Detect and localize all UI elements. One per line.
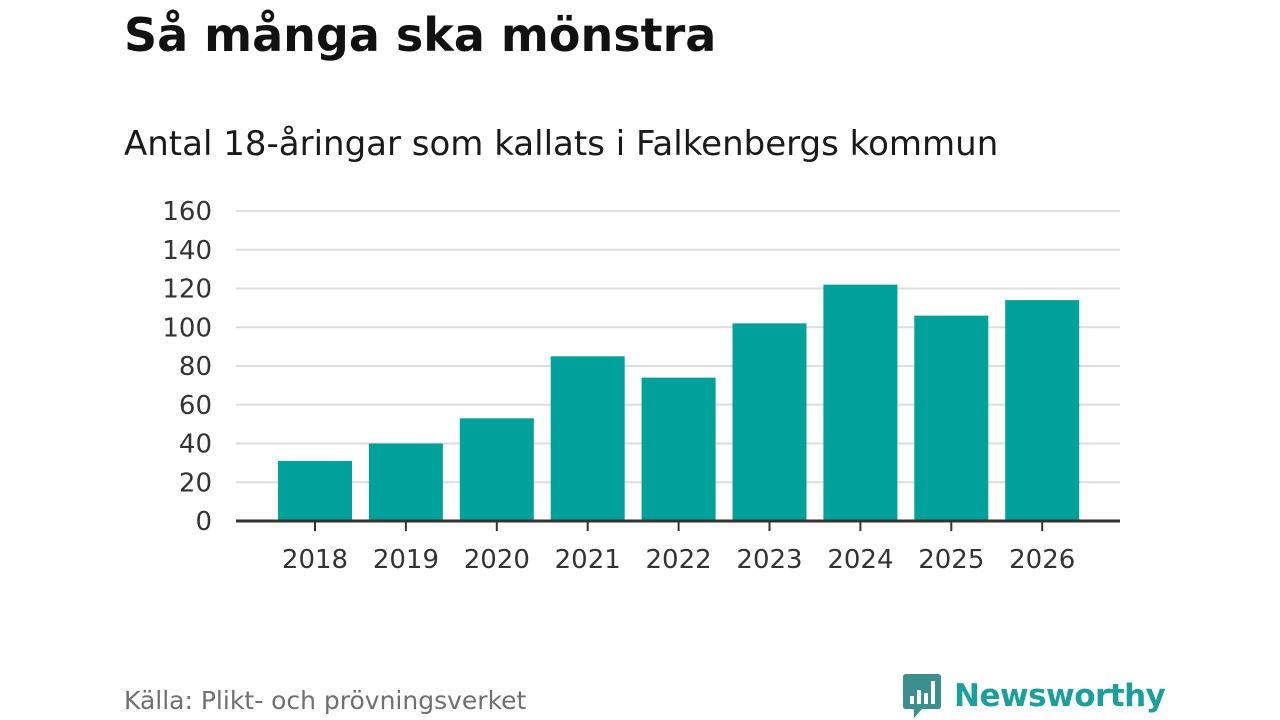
x-tick-label: 2025 xyxy=(918,545,984,575)
source-note: Källa: Plikt- och prövningsverket xyxy=(124,686,527,715)
bar-chart-bubble-icon xyxy=(903,674,941,718)
y-tick-label: 160 xyxy=(162,197,212,227)
y-tick-label: 40 xyxy=(179,430,212,460)
chart-subtitle: Antal 18-åringar som kallats i Falkenber… xyxy=(124,124,999,164)
y-tick-label: 20 xyxy=(179,468,212,498)
y-tick-label: 80 xyxy=(179,352,212,382)
y-tick-label: 100 xyxy=(162,313,212,343)
y-tick-label: 0 xyxy=(195,507,212,537)
bar-2018 xyxy=(278,460,352,521)
x-tick-label: 2020 xyxy=(464,545,530,575)
brand-name: Newsworthy xyxy=(954,678,1166,714)
x-tick-label: 2021 xyxy=(555,545,621,575)
bar-2024 xyxy=(823,284,898,521)
y-tick-label: 60 xyxy=(179,391,212,421)
bar-2021 xyxy=(550,356,625,521)
bars xyxy=(278,284,1080,521)
axes xyxy=(236,519,1120,531)
x-tick-label: 2023 xyxy=(736,545,802,575)
x-tick-label: 2026 xyxy=(1009,545,1075,575)
tick-labels: 0 20 40 60 80 100 120 140 160 2018 2019 2020 2021 202… xyxy=(162,197,1075,575)
y-tick-label: 140 xyxy=(162,236,212,266)
bar-2026 xyxy=(1005,300,1080,521)
brand-logo: Newsworthy xyxy=(902,672,1166,720)
y-tick-label: 120 xyxy=(162,275,212,305)
x-tick-label: 2022 xyxy=(646,545,712,575)
bar-2025 xyxy=(914,315,989,521)
x-tick-label: 2024 xyxy=(827,545,893,575)
bar-2019 xyxy=(368,443,443,521)
bar-2022 xyxy=(641,377,716,521)
x-tick-label: 2018 xyxy=(282,545,348,575)
page-title: Så många ska mönstra xyxy=(124,8,717,62)
x-tick-label: 2019 xyxy=(373,545,439,575)
bar-2023 xyxy=(732,323,807,521)
bar-2020 xyxy=(459,418,534,521)
